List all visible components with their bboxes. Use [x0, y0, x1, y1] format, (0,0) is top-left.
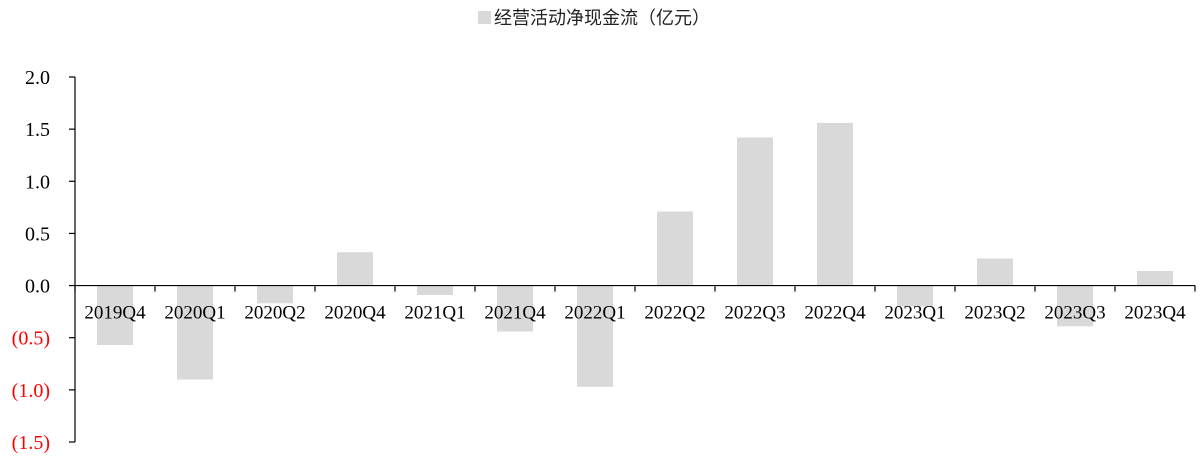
category-label-2021Q1: 2021Q1: [404, 303, 465, 324]
legend-swatch: [478, 11, 491, 24]
bar-2020Q4: [337, 252, 373, 286]
category-label-2019Q4: 2019Q4: [84, 303, 146, 324]
category-label-2022Q1: 2022Q1: [564, 303, 625, 324]
category-label-2020Q1: 2020Q1: [164, 303, 225, 324]
bar-2019Q4: [97, 285, 133, 345]
category-label-2020Q2: 2020Q2: [244, 303, 305, 324]
axes: [69, 76, 1196, 443]
y-tick-label: (0.5): [12, 328, 50, 350]
bar-2023Q1: [897, 285, 933, 307]
bar-2023Q3: [1057, 285, 1093, 327]
y-tick-label: 1.5: [25, 119, 50, 141]
y-tick-label: (1.5): [12, 432, 50, 454]
y-tick-label: 0.0: [25, 276, 50, 298]
category-label-2023Q4: 2023Q4: [1124, 303, 1186, 324]
bar-2022Q4: [817, 122, 853, 286]
category-label-2021Q4: 2021Q4: [484, 303, 546, 324]
category-label-2023Q3: 2023Q3: [1044, 303, 1105, 324]
bar-2020Q2: [257, 285, 293, 304]
category-label-2023Q2: 2023Q2: [964, 303, 1025, 324]
y-tick-label: 0.5: [25, 223, 50, 245]
y-tick-label: 2.0: [25, 67, 50, 89]
y-tick-labels: 2.0 1.5 1.0 0.5 0.0 (0.5) (1.0) (1.5): [12, 67, 50, 454]
category-label-2022Q4: 2022Q4: [804, 303, 866, 324]
bar-2022Q1: [577, 285, 613, 387]
category-label-2020Q4: 2020Q4: [324, 303, 386, 324]
category-labels: 2019Q4 2020Q1 2020Q2 2020Q4 2021Q1 2021Q4 2022…: [84, 303, 1186, 324]
bar-2023Q2: [977, 258, 1013, 286]
bar-2022Q3: [737, 137, 773, 286]
legend-label: 经营活动净现金流（亿元）: [494, 8, 710, 29]
category-label-2023Q1: 2023Q1: [884, 303, 945, 324]
bar-2023Q4: [1137, 271, 1173, 286]
bars: [97, 122, 1173, 387]
category-label-2022Q3: 2022Q3: [724, 303, 785, 324]
y-tick-label: 1.0: [25, 171, 50, 193]
legend: 经营活动净现金流（亿元）: [478, 8, 710, 29]
category-label-2022Q2: 2022Q2: [644, 303, 705, 324]
y-tick-label: (1.0): [12, 380, 50, 402]
bar-2020Q1: [177, 285, 213, 380]
bar-2022Q2: [657, 211, 693, 286]
bar-2021Q1: [417, 285, 453, 295]
bar-2021Q4: [497, 285, 533, 332]
